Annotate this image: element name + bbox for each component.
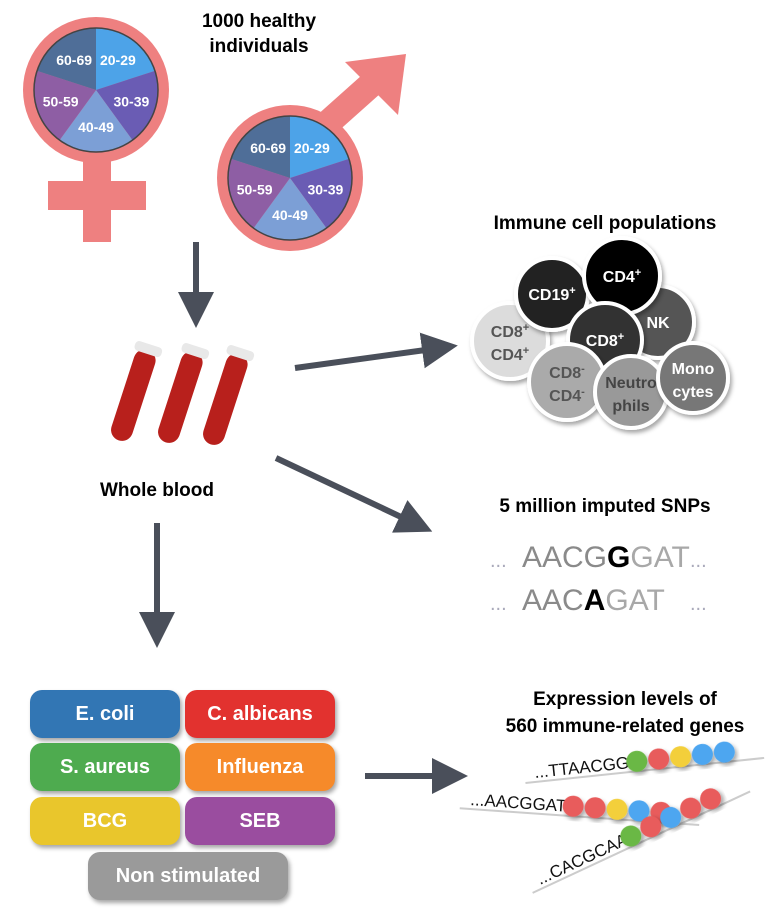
stimulus-e-coli: E. coli: [30, 690, 180, 738]
svg-text:...: ...: [690, 550, 707, 572]
svg-text:...: ...: [690, 593, 707, 615]
svg-text:CD4-: CD4-: [549, 386, 585, 405]
pie-slice-30-39: [290, 158, 352, 229]
age-label: 30-39: [307, 181, 343, 197]
expression-dot: [700, 788, 722, 810]
population-title-line1: 1000 healthy: [202, 11, 316, 32]
male-age-pie: 20-29 30-39 40-49 50-59 60-69: [227, 115, 353, 241]
pie-slice-20-29: [96, 28, 155, 90]
expression-dot: [606, 798, 628, 820]
population-title-line2: individuals: [209, 36, 308, 57]
expression-reads: ...TTAACGG ...AACGGAT ...CACGCAA: [459, 741, 765, 894]
immune-cell-cd8-cd4: CD8+ CD4+: [470, 301, 550, 381]
expression-dot: [680, 797, 702, 819]
pie-slice-60-69: [231, 116, 290, 178]
expression-dot: [640, 816, 662, 838]
expression-dot: [628, 800, 650, 822]
svg-text:CD19+: CD19+: [528, 285, 575, 304]
age-label: 20-29: [100, 52, 136, 68]
expression-title-line2: 560 immune-related genes: [506, 716, 745, 737]
svg-text:...: ...: [490, 593, 507, 615]
female-age-pie: 20-29 30-39 40-49 50-59 60-69: [33, 27, 159, 153]
snp-sequence-2: ... AACAGAT ...: [490, 584, 707, 617]
expression-dot: [620, 825, 642, 847]
arrow-to-snps: [274, 455, 433, 533]
age-label: 40-49: [78, 119, 114, 135]
immune-cell-cd8-cd4: CD8- CD4-: [527, 342, 607, 422]
whole-blood-label: Whole blood: [100, 480, 214, 501]
stimulus-bcg: BCG: [30, 797, 180, 845]
read-sequence: ...CACGCAA: [534, 830, 632, 889]
snps-title: 5 million imputed SNPs: [499, 496, 710, 517]
stimulus-c-albicans: C. albicans: [185, 690, 335, 738]
svg-text:CD4+: CD4+: [603, 267, 641, 286]
expression-title-line1: Expression levels of: [533, 689, 717, 710]
pie-slice-40-49: [59, 90, 133, 152]
expression-dot: [584, 797, 606, 819]
age-label: 20-29: [294, 140, 330, 156]
arrow-to-immune: [294, 332, 458, 371]
svg-text:Mono: Mono: [672, 361, 715, 378]
svg-text:CD8+: CD8+: [491, 322, 529, 341]
expression-read: ...CACGCAA: [532, 788, 751, 894]
pie-slice-60-69: [37, 28, 96, 90]
expression-dot: [691, 743, 713, 765]
expression-dot: [660, 806, 682, 828]
svg-text:CD4+: CD4+: [491, 345, 529, 364]
expression-dot: [670, 746, 692, 768]
svg-text:AACGGGAT: AACGGGAT: [522, 541, 690, 574]
age-label: 60-69: [56, 52, 92, 68]
age-label: 50-59: [237, 181, 273, 197]
svg-text:NK: NK: [646, 315, 670, 332]
immune-title: Immune cell populations: [494, 213, 717, 234]
age-label: 60-69: [250, 140, 286, 156]
svg-text:CD8-: CD8-: [549, 363, 585, 382]
pie-slice-50-59: [227, 158, 290, 229]
read-sequence: ...AACGGAT: [470, 790, 567, 816]
expression-read: ...TTAACGG: [525, 741, 765, 785]
pie-slice-20-29: [290, 116, 349, 178]
expression-dot: [562, 795, 584, 817]
stimulus-s-aureus: S. aureus: [30, 743, 180, 791]
male-symbol-icon: 20-29 30-39 40-49 50-59 60-69: [217, 54, 406, 251]
stimulus-seb: SEB: [185, 797, 335, 845]
age-label: 40-49: [272, 207, 308, 223]
blood-tubes-icon: [111, 341, 255, 445]
svg-text:...: ...: [490, 550, 507, 572]
immune-cell-neutrophils: Neutro phils: [593, 354, 669, 430]
immune-cell-monocytes: Mono cytes: [656, 341, 730, 415]
svg-text:AACAGAT: AACAGAT: [522, 584, 665, 617]
svg-text:phils: phils: [612, 398, 649, 415]
expression-dot: [713, 741, 735, 763]
svg-text:cytes: cytes: [673, 384, 714, 401]
female-symbol-icon: 20-29 30-39 40-49 50-59 60-69: [23, 17, 169, 242]
expression-dot: [626, 750, 648, 772]
age-label: 30-39: [113, 93, 149, 109]
svg-text:Neutro: Neutro: [605, 375, 657, 392]
expression-dot: [648, 748, 670, 770]
age-label: 50-59: [43, 93, 79, 109]
svg-text:CD8+: CD8+: [586, 331, 624, 350]
pie-slice-30-39: [96, 70, 158, 141]
stimulus-non-stimulated: Non stimulated: [88, 852, 288, 900]
stimulus-influenza: Influenza: [185, 743, 335, 791]
immune-cell-cd19-: CD19+: [514, 256, 590, 332]
snp-sequence-1: ... AACGGGAT ...: [490, 541, 707, 574]
pie-slice-40-49: [253, 178, 327, 240]
pie-slice-50-59: [33, 70, 96, 141]
